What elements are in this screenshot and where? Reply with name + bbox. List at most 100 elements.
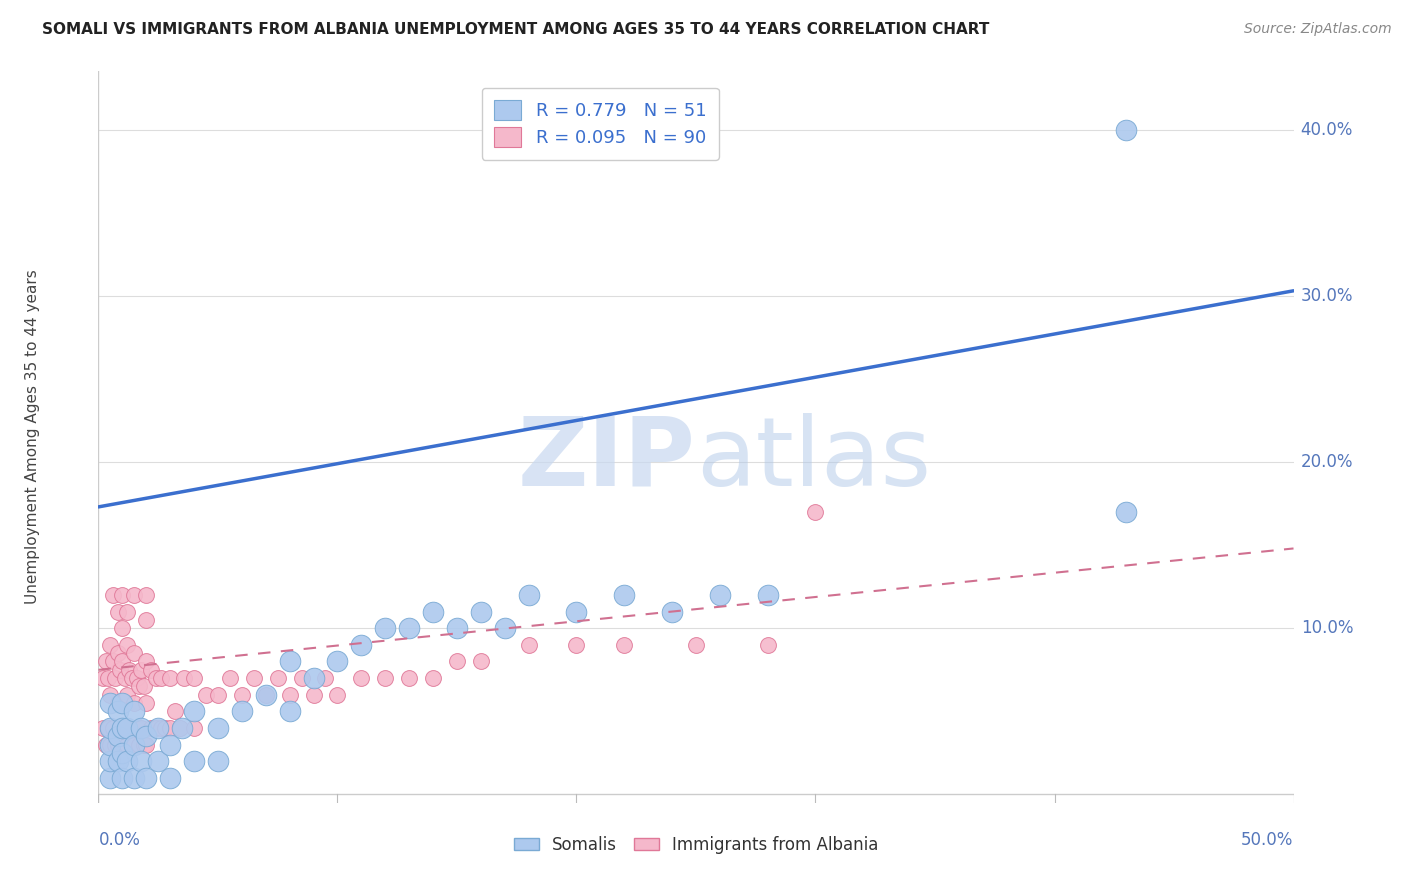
- Point: [111, 738, 134, 752]
- Point: [111, 721, 134, 735]
- Point: [124, 738, 146, 752]
- Point: [517, 588, 540, 602]
- Text: 30.0%: 30.0%: [1301, 287, 1353, 305]
- Point: [128, 738, 150, 752]
- Point: [149, 721, 172, 735]
- Point: [131, 721, 153, 735]
- Point: [104, 671, 127, 685]
- Point: [124, 646, 146, 660]
- Point: [173, 671, 195, 685]
- Point: [101, 655, 124, 669]
- Point: [132, 738, 155, 752]
- Point: [756, 638, 779, 652]
- Point: [107, 646, 129, 660]
- Point: [115, 721, 138, 735]
- Point: [315, 671, 337, 685]
- Point: [302, 688, 325, 702]
- Text: ZIP: ZIP: [517, 412, 696, 506]
- Point: [709, 588, 731, 602]
- Point: [111, 655, 134, 669]
- Point: [326, 688, 349, 702]
- Text: atlas: atlas: [696, 412, 931, 506]
- Point: [124, 771, 146, 785]
- Point: [107, 754, 129, 768]
- Point: [1115, 122, 1137, 136]
- Point: [135, 655, 157, 669]
- Point: [183, 705, 205, 719]
- Point: [115, 605, 138, 619]
- Text: Unemployment Among Ages 35 to 44 years: Unemployment Among Ages 35 to 44 years: [25, 269, 41, 605]
- Point: [207, 688, 229, 702]
- Point: [98, 738, 122, 752]
- Point: [470, 655, 492, 669]
- Point: [101, 588, 124, 602]
- Point: [494, 621, 516, 635]
- Point: [565, 638, 588, 652]
- Point: [398, 621, 420, 635]
- Point: [267, 671, 290, 685]
- Point: [107, 705, 129, 719]
- Text: 50.0%: 50.0%: [1241, 831, 1294, 849]
- Point: [148, 754, 170, 768]
- Point: [278, 705, 301, 719]
- Point: [98, 738, 122, 752]
- Point: [565, 605, 588, 619]
- Point: [118, 721, 141, 735]
- Point: [118, 663, 141, 677]
- Point: [98, 688, 122, 702]
- Point: [172, 721, 194, 735]
- Point: [97, 671, 120, 685]
- Point: [159, 738, 181, 752]
- Point: [98, 721, 122, 735]
- Text: 0.0%: 0.0%: [98, 831, 141, 849]
- Point: [470, 605, 492, 619]
- Legend: Somalis, Immigrants from Albania: Somalis, Immigrants from Albania: [508, 829, 884, 860]
- Point: [804, 505, 827, 519]
- Text: SOMALI VS IMMIGRANTS FROM ALBANIA UNEMPLOYMENT AMONG AGES 35 TO 44 YEARS CORRELA: SOMALI VS IMMIGRANTS FROM ALBANIA UNEMPL…: [42, 22, 990, 37]
- Point: [111, 588, 134, 602]
- Point: [231, 705, 253, 719]
- Point: [128, 680, 150, 694]
- Point: [145, 721, 167, 735]
- Point: [111, 746, 134, 760]
- Point: [159, 771, 181, 785]
- Point: [661, 605, 683, 619]
- Point: [111, 621, 134, 635]
- Point: [613, 638, 636, 652]
- Point: [517, 638, 540, 652]
- Point: [219, 671, 242, 685]
- Point: [159, 671, 181, 685]
- Point: [131, 663, 153, 677]
- Point: [111, 696, 134, 710]
- Point: [207, 754, 229, 768]
- Point: [115, 754, 138, 768]
- Point: [446, 655, 468, 669]
- Point: [422, 671, 444, 685]
- Point: [107, 605, 129, 619]
- Point: [148, 721, 170, 735]
- Point: [135, 738, 157, 752]
- Point: [115, 638, 138, 652]
- Point: [149, 671, 172, 685]
- Point: [91, 721, 114, 735]
- Point: [163, 705, 186, 719]
- Point: [124, 588, 146, 602]
- Point: [125, 671, 148, 685]
- Point: [132, 680, 155, 694]
- Point: [613, 588, 636, 602]
- Point: [104, 738, 127, 752]
- Point: [111, 771, 134, 785]
- Point: [195, 688, 218, 702]
- Point: [121, 738, 143, 752]
- Point: [135, 696, 157, 710]
- Point: [278, 688, 301, 702]
- Point: [131, 754, 153, 768]
- Point: [183, 671, 205, 685]
- Point: [135, 771, 157, 785]
- Point: [135, 613, 157, 627]
- Point: [243, 671, 266, 685]
- Point: [107, 696, 129, 710]
- Point: [124, 696, 146, 710]
- Point: [139, 663, 162, 677]
- Point: [101, 721, 124, 735]
